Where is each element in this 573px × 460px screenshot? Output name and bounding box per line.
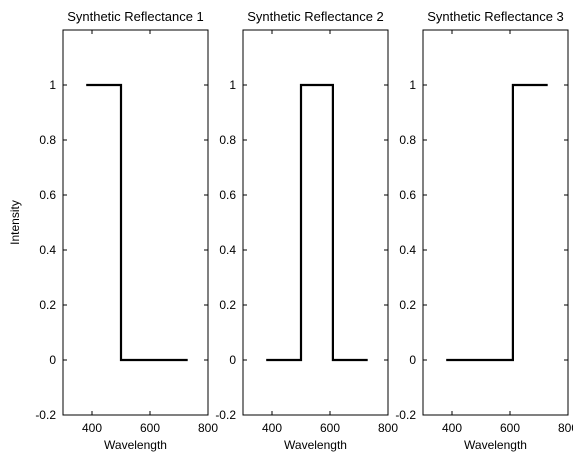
series-line [446,83,548,362]
x-tick-label: 400 [82,421,102,435]
y-tick-label: 1 [229,78,236,92]
y-tick-label: 0 [409,353,416,367]
subplot-2: Synthetic Reflectance 2 -0.2 0 0.2 0.4 0.6 0.8… [215,9,398,452]
x-axis-label: Wavelength [104,438,167,452]
y-tick-label: 0.8 [39,133,56,147]
x-tick-label: 800 [198,421,218,435]
axes-frame [422,29,569,416]
subplot-1: Synthetic Reflectance 1 -0.2 0 0.2 0.4 0.6 0.8… [8,9,218,452]
y-tick-label: 1 [49,78,56,92]
chart-title: Synthetic Reflectance 1 [67,9,204,24]
y-tick-label: 0 [49,353,56,367]
y-tick-label: 0 [229,353,236,367]
x-tick-label: 600 [140,421,160,435]
y-tick-label: 0.4 [39,243,56,257]
series-line [86,83,188,362]
axes-frame [62,29,209,416]
y-tick-label: 0.6 [39,188,56,202]
x-tick-label: 600 [500,421,520,435]
y-tick-label: -0.2 [215,408,236,422]
y-tick-label: -0.2 [395,408,416,422]
subplot-3: Synthetic Reflectance 3 -0.2 0 0.2 0.4 0.6 0.8… [395,9,573,452]
series-line [266,83,368,362]
y-tick-label: -0.2 [35,408,56,422]
axes-frame [242,29,389,416]
x-tick-label: 600 [320,421,340,435]
x-tick-label: 800 [558,421,573,435]
chart-title: Synthetic Reflectance 2 [247,9,384,24]
y-axis-label: Intensity [8,200,22,245]
y-tick-label: 0.4 [399,243,416,257]
x-axis-label: Wavelength [464,438,527,452]
y-tick-label: 0.8 [219,133,236,147]
y-tick-label: 0.6 [399,188,416,202]
x-tick-label: 400 [262,421,282,435]
y-tick-label: 0.2 [39,298,56,312]
x-tick-label: 400 [442,421,462,435]
y-tick-label: 0.2 [219,298,236,312]
x-tick-label: 800 [378,421,398,435]
y-tick-label: 0.4 [219,243,236,257]
y-tick-label: 0.6 [219,188,236,202]
x-axis-label: Wavelength [284,438,347,452]
chart-title: Synthetic Reflectance 3 [427,9,564,24]
y-tick-label: 0.8 [399,133,416,147]
y-tick-label: 1 [409,78,416,92]
y-tick-label: 0.2 [399,298,416,312]
